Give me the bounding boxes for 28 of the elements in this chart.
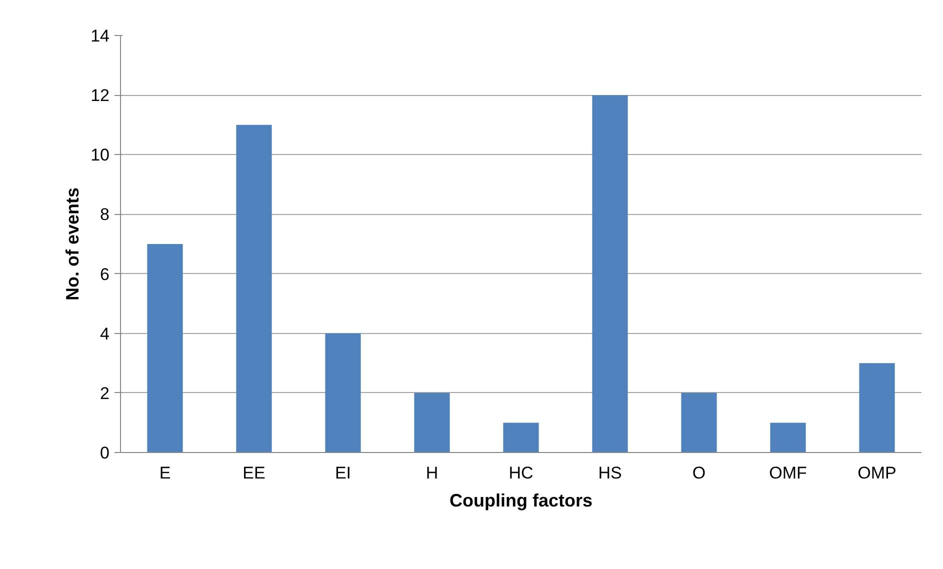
x-tick-label: H	[426, 464, 438, 482]
x-axis-title: Coupling factors	[450, 490, 592, 510]
bar	[770, 422, 806, 452]
bar	[503, 422, 539, 452]
bar	[414, 392, 450, 452]
x-tick-label: HS	[598, 464, 622, 482]
bar	[236, 124, 272, 452]
y-tick-label: 2	[100, 384, 110, 403]
x-tick-label: OMF	[769, 464, 807, 482]
bar	[681, 392, 717, 452]
y-axis-title: No. of events	[62, 187, 83, 301]
x-tick-label: OMP	[858, 464, 896, 482]
bar	[325, 333, 361, 452]
x-tick-label: HC	[508, 464, 534, 482]
bar	[147, 244, 183, 452]
y-tick-label: 14	[90, 26, 110, 46]
y-tick-label: 0	[100, 444, 110, 462]
y-tick-label: 10	[90, 146, 110, 165]
x-tick-label: EI	[334, 464, 352, 482]
x-tick-label: E	[159, 464, 171, 482]
x-tick-label: O	[692, 464, 706, 482]
bar	[859, 363, 895, 452]
bar	[592, 95, 628, 452]
x-tick-label: EE	[242, 464, 266, 482]
y-tick-label: 6	[100, 264, 110, 284]
y-tick-label: 4	[100, 324, 110, 344]
y-tick-label: 8	[100, 205, 110, 224]
y-tick-label: 12	[90, 86, 110, 106]
